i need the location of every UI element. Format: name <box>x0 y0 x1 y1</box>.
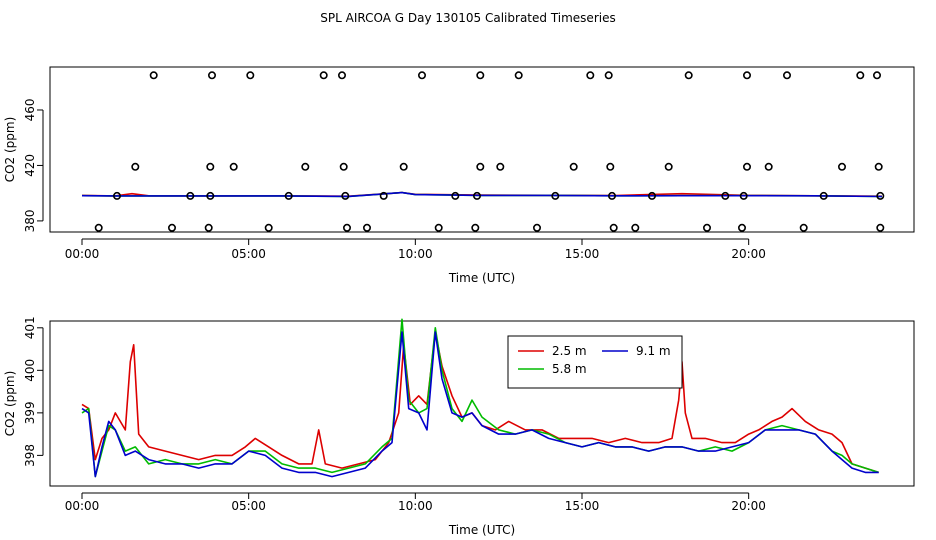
data-point <box>514 71 523 80</box>
series-line-3 <box>81 191 883 198</box>
data-point <box>586 71 595 80</box>
data-point <box>476 71 485 80</box>
y-axis-label: CO2 (ppm) <box>3 371 17 437</box>
data-point <box>876 223 885 232</box>
data-point <box>206 191 215 200</box>
data-point <box>434 223 443 232</box>
data-point <box>874 162 883 171</box>
data-point <box>604 71 613 80</box>
x-tick-label: 00:00 <box>65 499 100 513</box>
data-point <box>721 191 730 200</box>
data-point <box>451 191 460 200</box>
data-point <box>872 71 881 80</box>
data-point <box>742 162 751 171</box>
data-point <box>496 162 505 171</box>
legend-label: 5.8 m <box>552 362 587 376</box>
data-point <box>168 223 177 232</box>
data-point <box>379 191 388 200</box>
data-point <box>876 191 885 200</box>
data-point <box>607 191 616 200</box>
data-point <box>264 223 273 232</box>
data-point <box>186 191 195 200</box>
data-point <box>319 71 328 80</box>
data-point <box>606 162 615 171</box>
data-point <box>551 191 560 200</box>
data-point <box>229 162 238 171</box>
legend-label: 9.1 m <box>636 344 671 358</box>
data-point <box>341 191 350 200</box>
data-point <box>399 162 408 171</box>
x-tick-label: 05:00 <box>231 499 266 513</box>
x-tick-label: 05:00 <box>231 247 266 261</box>
x-tick-label: 20:00 <box>731 499 766 513</box>
data-point <box>684 71 693 80</box>
data-point <box>856 71 865 80</box>
data-point <box>664 162 673 171</box>
y-tick-label: 398 <box>23 444 37 467</box>
plot-frame <box>49 320 915 487</box>
y-tick-label: 400 <box>23 359 37 382</box>
data-point <box>204 223 213 232</box>
data-point <box>94 223 103 232</box>
data-point <box>131 162 140 171</box>
data-point <box>647 191 656 200</box>
legend: 2.5 m 5.8 m 9.1 m <box>507 335 683 389</box>
data-point <box>337 71 346 80</box>
data-point <box>631 223 640 232</box>
y-axis-label: CO2 (ppm) <box>3 117 17 183</box>
data-point <box>799 223 808 232</box>
data-point <box>362 223 371 232</box>
data-point <box>208 71 217 80</box>
x-tick-label: 00:00 <box>65 247 100 261</box>
data-point <box>737 223 746 232</box>
series-line-2-5-m <box>81 331 879 474</box>
legend-label: 2.5 m <box>552 344 587 358</box>
data-point <box>339 162 348 171</box>
data-point <box>471 223 480 232</box>
data-point <box>532 223 541 232</box>
y-tick-label: 380 <box>23 209 37 232</box>
series-line-5-8-m <box>81 318 879 478</box>
data-point <box>819 191 828 200</box>
data-point <box>476 162 485 171</box>
data-point <box>782 71 791 80</box>
series-line-9-1-m <box>81 331 879 478</box>
data-point <box>702 223 711 232</box>
y-tick-label: 399 <box>23 401 37 424</box>
chart-title: SPL AIRCOA G Day 130105 Calibrated Times… <box>320 11 615 25</box>
top-panel: 00:00 05:00 10:00 15:00 20:00 380 420 460 Time (… <box>3 66 915 285</box>
plot-frame <box>49 66 915 233</box>
data-point <box>472 191 481 200</box>
data-point <box>742 71 751 80</box>
data-point <box>284 191 293 200</box>
y-tick-label: 401 <box>23 316 37 339</box>
x-axis-label: Time (UTC) <box>448 271 515 285</box>
data-point <box>609 223 618 232</box>
x-tick-label: 10:00 <box>398 247 433 261</box>
data-point <box>246 71 255 80</box>
data-point <box>113 191 122 200</box>
data-point <box>342 223 351 232</box>
x-tick-label: 10:00 <box>398 499 433 513</box>
data-point <box>569 162 578 171</box>
x-tick-label: 15:00 <box>565 247 600 261</box>
y-tick-label: 460 <box>23 99 37 122</box>
data-point <box>837 162 846 171</box>
x-axis-label: Time (UTC) <box>448 523 515 537</box>
legend-box <box>507 335 683 389</box>
data-point <box>301 162 310 171</box>
x-tick-label: 15:00 <box>565 499 600 513</box>
data-point <box>764 162 773 171</box>
data-point <box>417 71 426 80</box>
y-tick-label: 420 <box>23 154 37 177</box>
data-point <box>149 71 158 80</box>
bottom-panel: 00:00 05:00 10:00 15:00 20:00 398 399 400 401 Tim… <box>3 316 915 537</box>
x-tick-label: 20:00 <box>731 247 766 261</box>
data-point <box>206 162 215 171</box>
data-point <box>739 191 748 200</box>
